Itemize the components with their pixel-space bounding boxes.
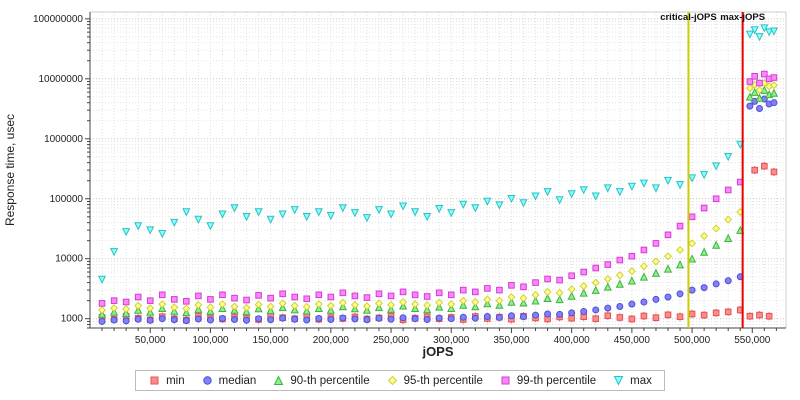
x-tick-label: 50,000: [135, 335, 166, 346]
x-tick-label: 350,000: [493, 335, 530, 346]
x-tick-label: 150,000: [253, 335, 290, 346]
grid-lines: [90, 11, 787, 329]
legend-marker-90-th-percentile-icon: [274, 375, 284, 385]
legend-item-90-th-percentile: 90-th percentile: [272, 374, 370, 387]
x-axis-title: jOPS: [421, 344, 453, 359]
legend-marker-min-icon: [150, 376, 159, 385]
annotations: critical-jOPS max-jOPS: [660, 12, 765, 328]
y-tick-label: 1000000: [44, 134, 83, 145]
legend-label-90-th-percentile: 90-th percentile: [290, 374, 370, 387]
legend-label-median: median: [218, 374, 257, 387]
response-time-plot: Response time, usec jOPS 50,000 100,000 15…: [3, 11, 787, 359]
y-tick-label: 1000: [61, 314, 84, 325]
x-tick-label: 100,000: [192, 335, 229, 346]
data-points: [97, 24, 779, 325]
x-tick-label: 300,000: [433, 335, 470, 346]
legend-item-min: min: [148, 374, 185, 387]
legend-label-99-th-percentile: 99-th percentile: [516, 374, 597, 387]
annotation-label-critical-jops: critical-jOPS: [660, 12, 717, 23]
annotation-label-max-jops: max-jOPS: [720, 12, 765, 23]
x-tick-label: 500,000: [674, 335, 711, 346]
legend-item-median: median: [201, 374, 257, 387]
legend-marker-max-icon: [613, 376, 624, 386]
legend-label-95-th-percentile: 95-th percentile: [403, 374, 483, 387]
y-tick-label: 100000: [50, 194, 84, 205]
x-tick-label: 250,000: [373, 335, 410, 346]
legend-item-99-th-percentile: 99-th percentile: [499, 374, 596, 387]
legend-label-max: max: [630, 374, 652, 387]
y-tick-label: 100000000: [33, 14, 83, 25]
x-tick-label: 200,000: [313, 335, 350, 346]
x-tick-label: 550,000: [734, 335, 771, 346]
legend-marker-99-th-percentile-icon: [501, 376, 510, 385]
y-tick-label: 10000: [55, 254, 83, 265]
axes: 50,000 100,000 150,000 200,000 250,000 300,00…: [33, 12, 786, 346]
x-tick-label: 450,000: [614, 335, 651, 346]
legend-marker-95-th-percentile-icon: [387, 375, 397, 386]
legend-item-max: max: [612, 374, 652, 387]
legend-item-95-th-percentile: 95-th percentile: [386, 374, 483, 387]
x-tick-label: 400,000: [554, 335, 591, 346]
legend: min median 90-th percentile 95-th percentil…: [135, 370, 665, 391]
y-axis-title: Response time, usec: [3, 114, 17, 226]
legend-marker-median-icon: [202, 376, 212, 385]
y-tick-label: 10000000: [39, 74, 84, 85]
legend-row: min median 90-th percentile 95-th percentil…: [0, 370, 800, 391]
legend-label-min: min: [166, 374, 185, 387]
